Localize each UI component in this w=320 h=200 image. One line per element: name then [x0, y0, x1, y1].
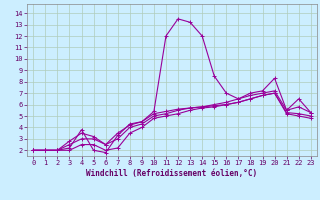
X-axis label: Windchill (Refroidissement éolien,°C): Windchill (Refroidissement éolien,°C) — [86, 169, 258, 178]
